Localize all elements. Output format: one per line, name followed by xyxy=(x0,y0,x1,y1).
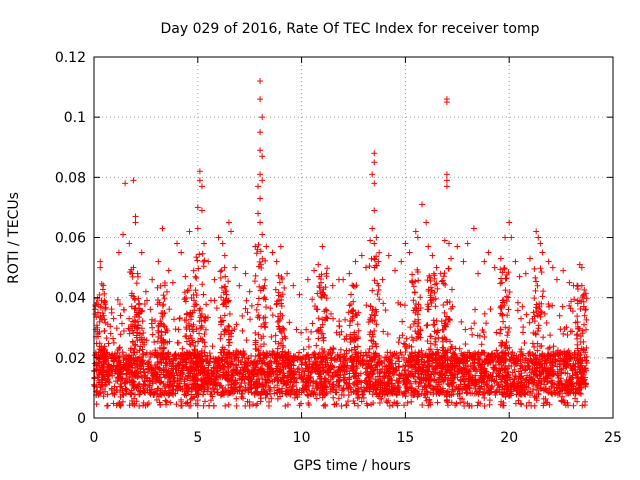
data-point xyxy=(284,401,291,408)
data-point xyxy=(581,402,588,409)
data-point xyxy=(300,346,307,353)
data-point xyxy=(282,402,289,409)
data-point xyxy=(358,398,365,405)
data-point xyxy=(305,401,312,408)
data-point xyxy=(419,401,426,408)
data-point xyxy=(494,350,501,357)
data-point xyxy=(407,324,414,331)
data-point xyxy=(547,332,554,339)
y-tick-label: 0.12 xyxy=(55,50,86,66)
data-point xyxy=(481,310,488,317)
data-point xyxy=(559,303,566,310)
data-point xyxy=(117,331,124,338)
data-point xyxy=(153,396,160,403)
data-point xyxy=(298,361,305,368)
y-tick-label: 0.1 xyxy=(64,110,86,126)
data-point xyxy=(316,350,323,357)
data-point xyxy=(424,338,431,345)
data-point xyxy=(305,392,312,399)
data-point xyxy=(179,345,186,352)
y-tick-label: 0 xyxy=(77,411,86,427)
data-point xyxy=(386,402,393,409)
chart-title: Day 029 of 2016, Rate Of TEC Index for r… xyxy=(161,21,540,37)
data-point xyxy=(333,329,340,336)
data-point xyxy=(459,387,466,394)
x-tick-label: 5 xyxy=(193,430,202,446)
data-point xyxy=(253,306,260,313)
data-point xyxy=(445,381,452,388)
y-axis-label: ROTI / TECUs xyxy=(6,192,22,284)
y-tick-label: 0.06 xyxy=(55,231,86,247)
y-tick-label: 0.08 xyxy=(55,170,86,186)
data-point xyxy=(514,307,521,314)
data-point xyxy=(167,399,174,406)
data-point xyxy=(269,378,276,385)
data-point xyxy=(518,315,525,322)
data-point xyxy=(305,336,312,343)
data-point xyxy=(408,398,415,405)
data-point xyxy=(384,331,391,338)
data-point xyxy=(93,401,100,408)
scatter-points xyxy=(91,78,590,409)
data-point xyxy=(242,305,249,312)
data-point xyxy=(243,297,250,304)
data-point xyxy=(149,324,156,331)
data-point xyxy=(508,351,515,358)
data-point xyxy=(103,335,110,342)
data-point xyxy=(460,399,467,406)
y-tick-label: 0.02 xyxy=(55,351,86,367)
data-point xyxy=(157,401,164,408)
x-tick-label: 10 xyxy=(293,430,311,446)
data-point xyxy=(225,401,232,408)
data-point xyxy=(204,314,211,321)
data-point xyxy=(117,312,124,319)
data-point xyxy=(380,300,387,307)
data-point xyxy=(397,301,404,308)
y-tick-label: 0.04 xyxy=(55,291,86,307)
data-point xyxy=(521,340,528,347)
data-point xyxy=(328,310,335,317)
x-axis-label: GPS time / hours xyxy=(293,458,410,474)
data-point xyxy=(186,402,193,409)
x-tick-label: 25 xyxy=(604,430,622,446)
data-point xyxy=(527,369,534,376)
data-point xyxy=(462,326,469,333)
data-point xyxy=(305,343,312,350)
x-tick-label: 0 xyxy=(90,430,99,446)
x-tick-label: 20 xyxy=(500,430,518,446)
data-point xyxy=(263,304,270,311)
x-tick-label: 15 xyxy=(396,430,414,446)
data-point xyxy=(560,330,567,337)
